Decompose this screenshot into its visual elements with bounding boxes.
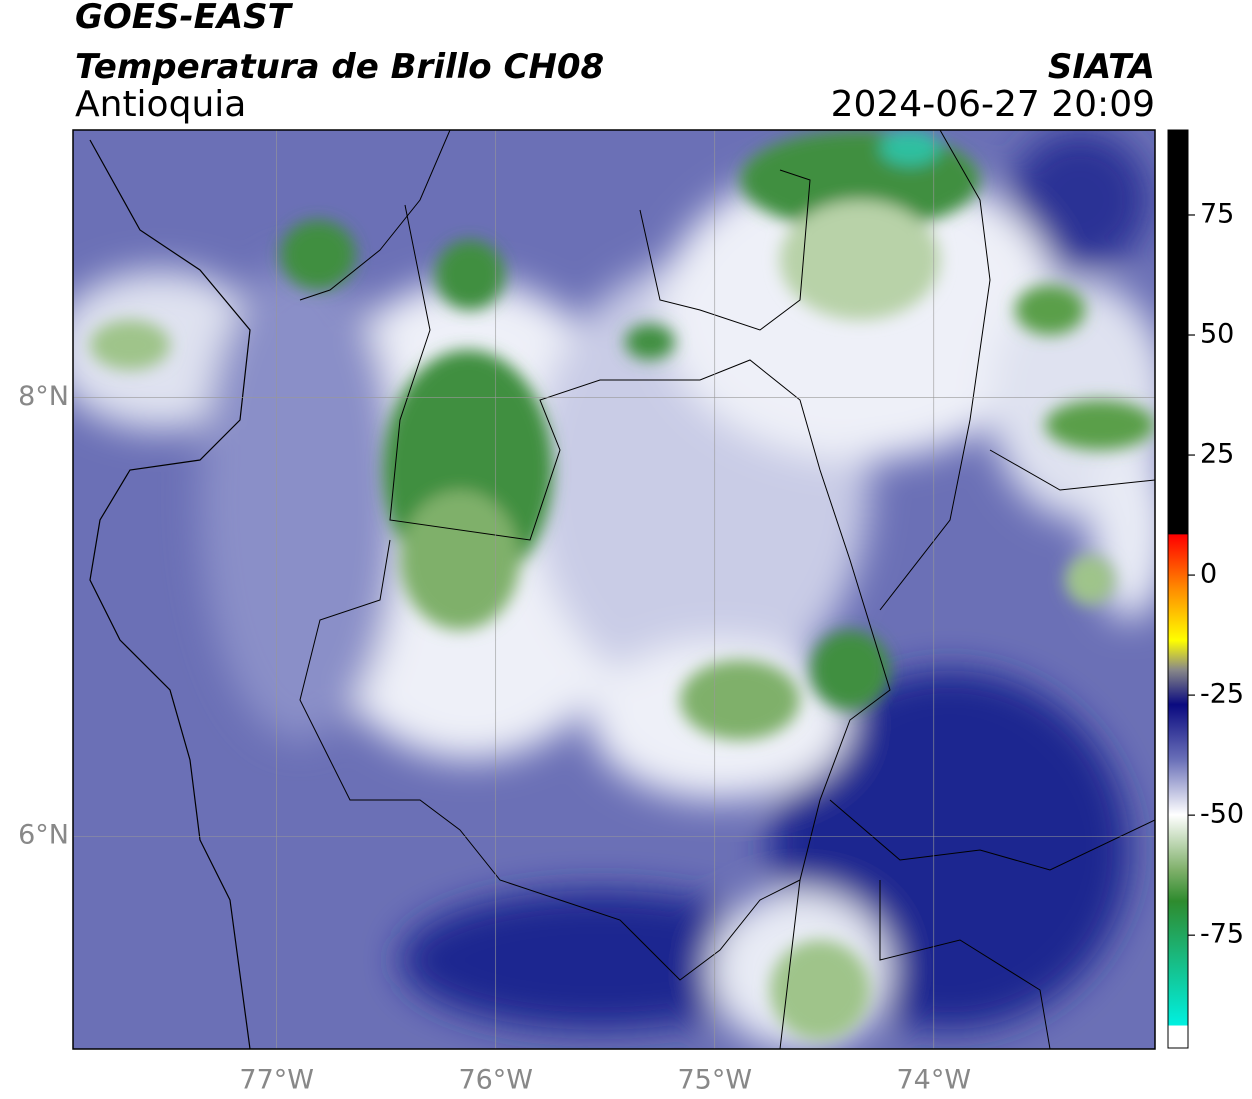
y-tick-label: 8°N	[18, 381, 69, 412]
map-frame	[72, 129, 1156, 1050]
satellite-field	[73, 130, 1155, 1049]
x-tick-label: 76°W	[458, 1065, 533, 1096]
title: GOES-EAST	[75, 0, 294, 37]
colorbar-tick-label: 50	[1200, 319, 1234, 350]
colorbar-tick-label: 25	[1200, 439, 1234, 470]
region: Antioquia	[75, 84, 246, 125]
y-tick-label: 6°N	[18, 820, 69, 851]
colorbar-tick-label: 75	[1200, 198, 1234, 229]
x-tick-label: 75°W	[677, 1065, 752, 1096]
colorbar-tick-label: 0	[1200, 559, 1217, 590]
grid	[73, 130, 1155, 1049]
x-tick-label: 74°W	[897, 1065, 972, 1096]
colorbar-tick-label: -25	[1200, 679, 1244, 710]
colorbar	[1167, 129, 1189, 1049]
colorbar-tick-label: -50	[1200, 799, 1244, 830]
colorbar-tick-label: -75	[1200, 919, 1244, 950]
datetime: 2024-06-27 20:09	[831, 84, 1155, 125]
x-tick-label: 77°W	[239, 1065, 314, 1096]
source: SIATA	[1048, 47, 1155, 87]
subtitle: Temperatura de Brillo CH08	[75, 47, 604, 87]
